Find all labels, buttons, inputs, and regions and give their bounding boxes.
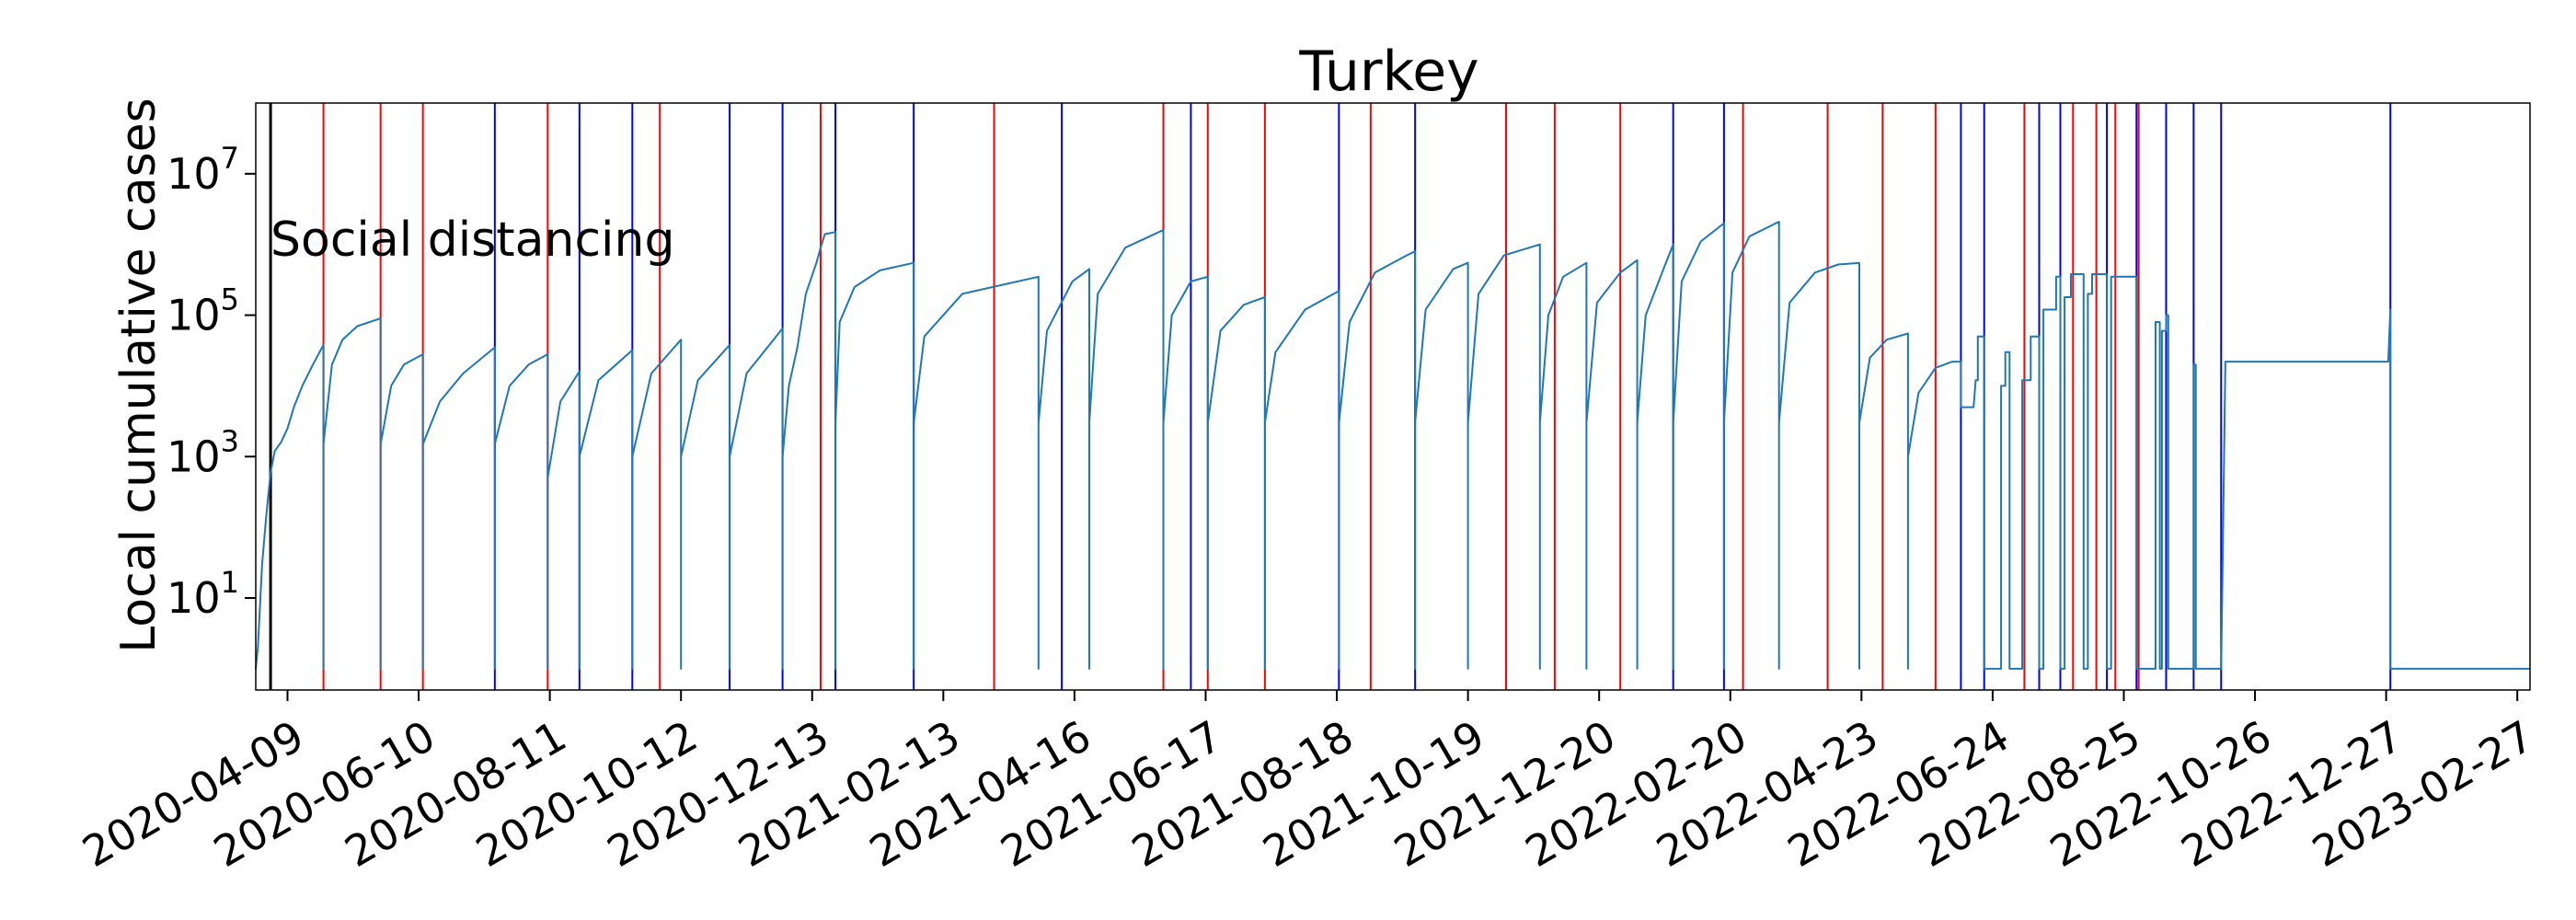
series-line-0 [255, 221, 2530, 670]
y-ticks: 101 103 105 107 [167, 141, 256, 623]
x-ticks: 2020-04-092020-06-102020-08-112020-10-12… [75, 690, 2542, 877]
event-markers [269, 103, 2392, 690]
chart-title: Turkey [1298, 40, 1478, 104]
series-group [255, 221, 2530, 670]
y-axis-label: Local cumulative cases [111, 98, 167, 653]
y-tick-label-3: 107 [167, 141, 239, 199]
annotation-social-distancing: Social distancing [270, 213, 674, 268]
y-tick-label-2: 105 [167, 282, 239, 340]
y-tick-label-1: 103 [167, 423, 239, 481]
plot-frame [255, 102, 2531, 691]
y-tick-label-0: 101 [167, 565, 239, 623]
